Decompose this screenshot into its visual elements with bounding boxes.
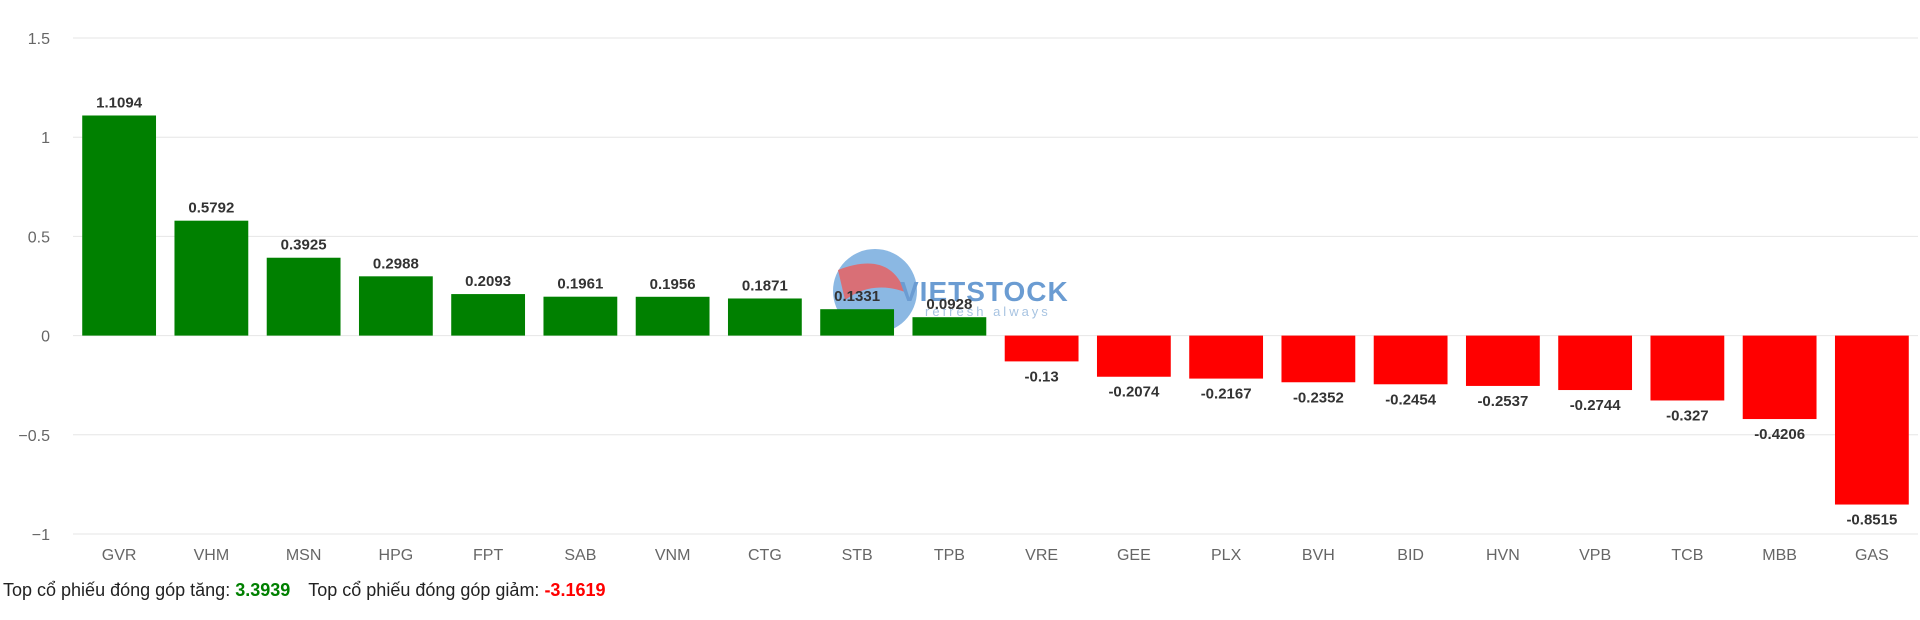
x-tick-label: VRE bbox=[1025, 547, 1058, 560]
y-tick-label: 0.5 bbox=[28, 229, 50, 246]
bar bbox=[1742, 335, 1817, 420]
x-tick-label: VHM bbox=[194, 547, 230, 560]
bar bbox=[1465, 335, 1540, 386]
x-tick-label: BID bbox=[1397, 547, 1424, 560]
data-label: 0.5792 bbox=[188, 200, 234, 217]
y-tick-label: −0.5 bbox=[18, 428, 50, 445]
data-label: 0.2988 bbox=[373, 255, 419, 272]
bar bbox=[451, 294, 526, 336]
y-tick-label: 1 bbox=[41, 130, 50, 147]
contribution-bar-chart: 1.5 1 0.5 0 −0.5 −1 VIETSTOCK refresh always … bbox=[18, 31, 1918, 560]
watermark: VIETSTOCK refresh always bbox=[833, 249, 1069, 333]
watermark-tagline: refresh always bbox=[925, 304, 1051, 319]
bar bbox=[1004, 335, 1079, 362]
data-label: 0.1961 bbox=[557, 276, 603, 293]
bar bbox=[1650, 335, 1725, 401]
watermark-swoosh-icon bbox=[838, 263, 905, 300]
x-tick-label: PLX bbox=[1211, 547, 1242, 560]
x-tick-label: GVR bbox=[102, 547, 137, 560]
x-tick-label: MSN bbox=[286, 547, 322, 560]
down-total-label: Top cổ phiếu đóng góp giảm: bbox=[308, 580, 545, 600]
x-tick-label: MBB bbox=[1762, 547, 1797, 560]
x-tick-label: TPB bbox=[934, 547, 965, 560]
data-label: -0.8515 bbox=[1846, 512, 1897, 529]
x-tick-label: VNM bbox=[655, 547, 691, 560]
bar bbox=[358, 276, 433, 336]
bar bbox=[1373, 335, 1448, 385]
data-label: -0.4206 bbox=[1754, 426, 1805, 443]
data-label: -0.2454 bbox=[1385, 391, 1437, 408]
data-label: -0.2744 bbox=[1570, 397, 1622, 414]
watermark-brand: VIETSTOCK bbox=[900, 276, 1069, 307]
bar bbox=[1834, 335, 1909, 505]
bar bbox=[266, 257, 341, 336]
contribution-summary: Top cổ phiếu đóng góp tăng: 3.3939 Top cổ… bbox=[3, 580, 606, 601]
y-tick-label: 1.5 bbox=[28, 31, 50, 48]
x-tick-label: STB bbox=[842, 547, 873, 560]
bar bbox=[727, 298, 802, 336]
x-tick-label: BVH bbox=[1302, 547, 1335, 560]
data-label: 0.0928 bbox=[926, 296, 972, 313]
data-label: -0.2167 bbox=[1201, 386, 1252, 403]
bars bbox=[82, 115, 1909, 505]
bar bbox=[820, 309, 895, 336]
bar bbox=[543, 296, 618, 336]
x-tick-label: HPG bbox=[379, 547, 414, 560]
bar bbox=[82, 115, 157, 336]
data-label: -0.2352 bbox=[1293, 389, 1344, 406]
data-label: 0.3925 bbox=[281, 237, 327, 254]
bar bbox=[1558, 335, 1633, 391]
up-total-label: Top cổ phiếu đóng góp tăng: bbox=[3, 580, 236, 600]
down-total-value: -3.1619 bbox=[544, 580, 606, 600]
data-label: 0.1956 bbox=[650, 276, 696, 293]
x-tick-label: TCB bbox=[1671, 547, 1703, 560]
bar bbox=[1281, 335, 1356, 383]
bar bbox=[912, 317, 987, 336]
data-label: -0.327 bbox=[1666, 407, 1709, 424]
x-tick-label: VPB bbox=[1579, 547, 1611, 560]
x-tick-label: GEE bbox=[1117, 547, 1151, 560]
x-axis-ticks: GVR VHM MSN HPG FPT SAB VNM CTG STB TPB VRE GEE PLX B… bbox=[102, 547, 1889, 560]
y-tick-label: 0 bbox=[41, 329, 50, 346]
y-tick-label: −1 bbox=[32, 527, 50, 544]
x-tick-label: SAB bbox=[564, 547, 596, 560]
data-label: 1.1094 bbox=[96, 94, 143, 111]
x-tick-label: CTG bbox=[748, 547, 782, 560]
bar bbox=[635, 296, 710, 336]
data-label: 0.2093 bbox=[465, 273, 511, 290]
x-tick-label: GAS bbox=[1855, 547, 1889, 560]
data-label: -0.13 bbox=[1025, 368, 1059, 385]
data-label: -0.2074 bbox=[1108, 384, 1160, 401]
data-label: 0.1331 bbox=[834, 288, 880, 305]
chart-canvas: 1.510.50−0.5−1 VIETSTOCK refresh always … bbox=[18, 31, 1918, 560]
data-label: -0.2537 bbox=[1477, 393, 1528, 410]
data-labels: 1.1094 0.5792 0.3925 0.2988 0.2093 0.1961 0.19… bbox=[96, 94, 1897, 528]
y-axis-ticks: 1.5 1 0.5 0 −0.5 −1 bbox=[18, 31, 50, 544]
up-total-value: 3.3939 bbox=[235, 580, 291, 600]
bar bbox=[1096, 335, 1171, 377]
bar bbox=[174, 220, 249, 336]
x-tick-label: HVN bbox=[1486, 547, 1520, 560]
data-label: 0.1871 bbox=[742, 277, 788, 294]
x-tick-label: FPT bbox=[473, 547, 503, 560]
bar bbox=[1189, 335, 1264, 379]
